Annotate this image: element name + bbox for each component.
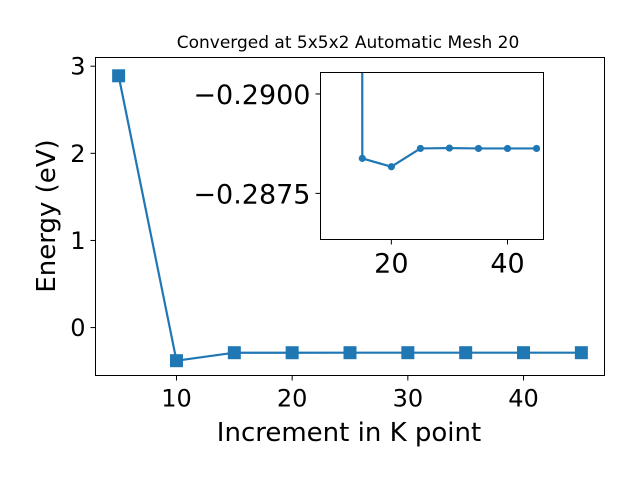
inset-data-point-5 [503,144,512,153]
inset-data-point-4 [474,144,483,153]
chart-title: Converged at 5x5x2 Automatic Mesh 20 [177,33,520,53]
main-data-point-3 [285,346,299,360]
inset-axes: 20 40 −0.2900−0.2875 [193,72,544,280]
main-x-tick-label-0: 10 [161,385,192,413]
inset-data-point-3 [445,144,454,152]
inset-plot-area [358,72,541,171]
main-axes: Converged at 5x5x2 Automatic Mesh 20 10 2… [32,33,605,448]
main-y-tick-label-2: 2 [70,140,85,168]
main-x-ticks: 10 20 30 40 [161,375,539,413]
inset-data-point-0 [358,154,366,162]
main-data-point-5 [401,346,415,360]
main-y-ticks: 0 1 2 3 [70,53,96,342]
inset-background [320,72,544,240]
main-data-point-2 [227,346,241,360]
x-axis-label: Increment in K point [217,418,481,448]
inset-series-group [358,72,541,171]
main-data-point-4 [343,346,357,360]
main-y-tick-label-1: 1 [70,227,85,255]
main-axes-frame [95,57,605,376]
inset-data-point-6 [532,144,541,153]
inset-y-ticks: −0.2900 −0.2875 [193,80,321,210]
inset-data-point-2 [416,144,424,153]
main-data-point-7 [517,346,531,360]
inset-x-ticks: 20 40 [374,239,525,280]
y-axis-label: Energy (eV) [32,139,62,292]
main-plot-area [112,69,588,368]
main-data-point-8 [574,346,588,360]
main-y-tick-label-3: 3 [70,53,85,81]
main-x-tick-label-3: 40 [508,385,539,413]
inset-y-tick-label-0: −0.2900 [193,80,310,111]
inset-data-point-1 [387,163,395,171]
main-x-tick-label-1: 20 [277,385,308,413]
inset-y-tick-label-1: −0.2875 [193,179,310,210]
main-y-tick-label-0: 0 [70,314,85,342]
inset-axes-frame [320,72,544,240]
main-data-point-0 [112,69,126,83]
inset-x-tick-label-1: 40 [490,249,524,280]
inset-x-tick-label-0: 20 [374,249,408,280]
main-data-point-1 [169,354,183,368]
inset-series-line [361,72,537,168]
main-data-point-6 [459,346,473,360]
main-x-tick-label-2: 30 [393,385,424,413]
